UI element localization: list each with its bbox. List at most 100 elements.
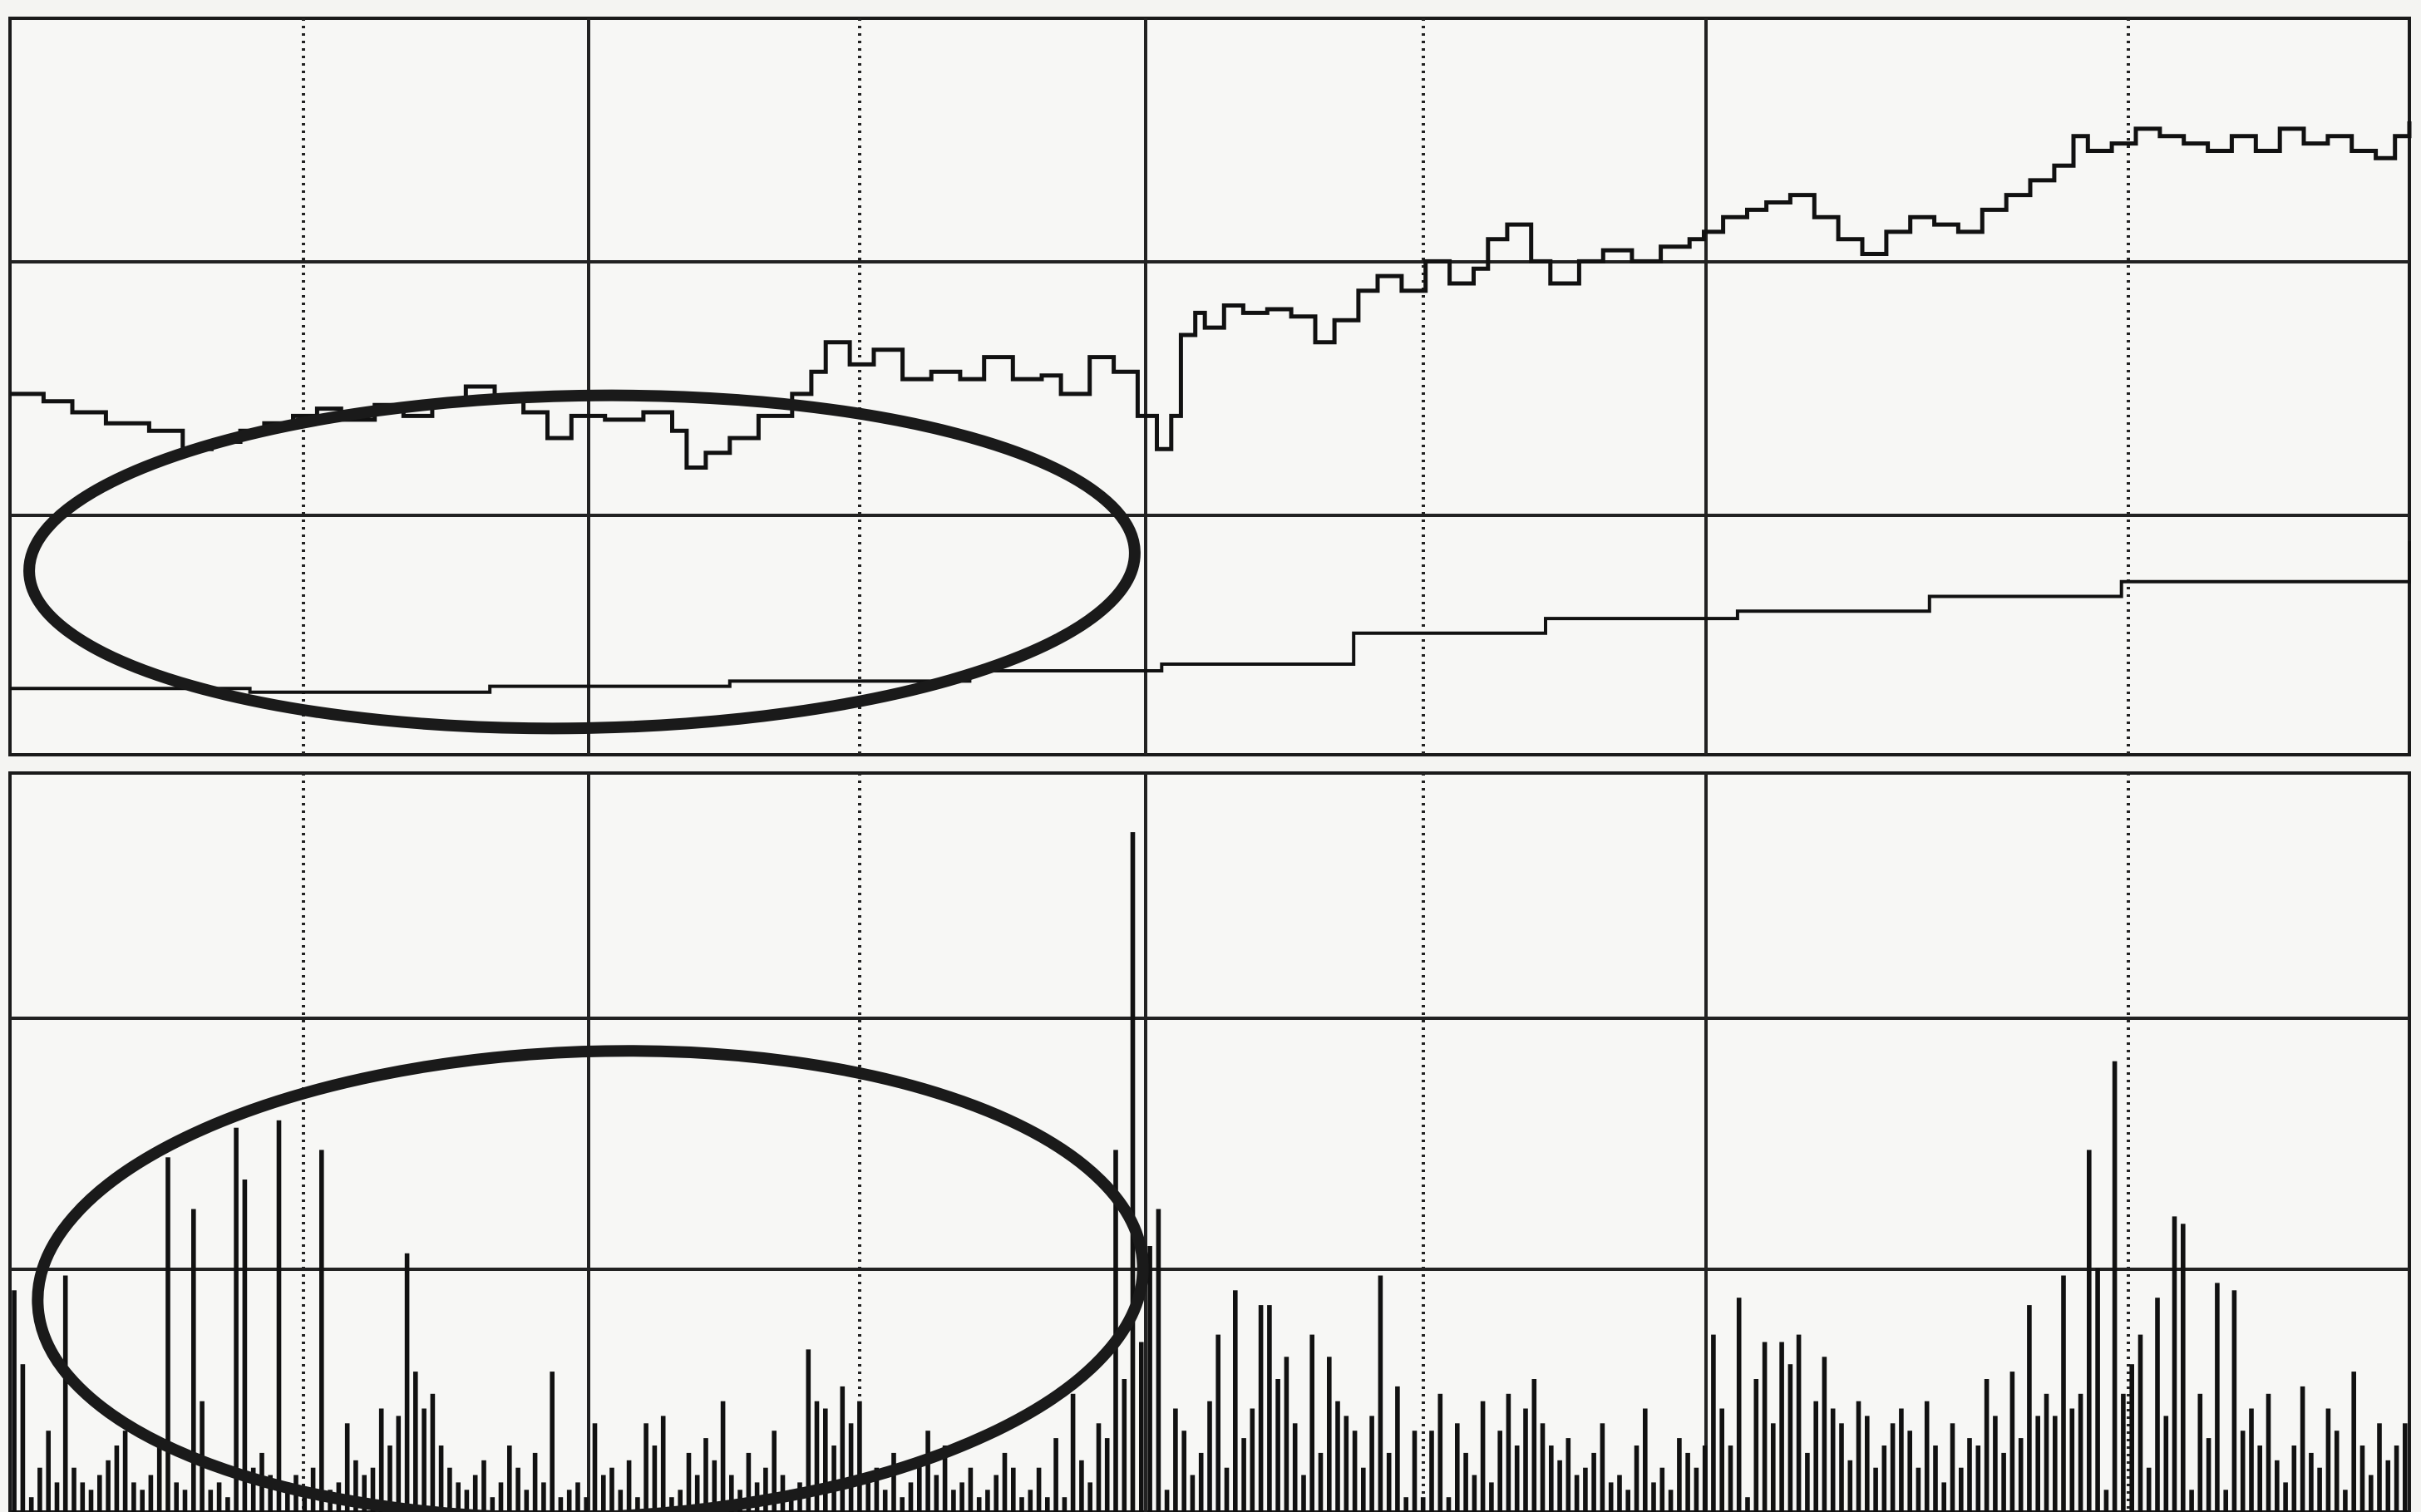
- volume-bar: [2257, 1446, 2262, 1512]
- volume-bar: [2377, 1423, 2382, 1512]
- volume-bar: [182, 1490, 188, 1512]
- volume-bar: [447, 1467, 452, 1512]
- volume-bar: [900, 1497, 905, 1512]
- volume-bar: [165, 1157, 170, 1512]
- volume-bar: [2163, 1416, 2169, 1512]
- volume-bar: [1574, 1475, 1580, 1512]
- volume-bar: [1711, 1334, 1716, 1512]
- volume-bar: [2129, 1364, 2134, 1512]
- volume-bar: [2275, 1460, 2280, 1512]
- volume-bar: [191, 1209, 196, 1512]
- volume-bar: [592, 1423, 598, 1512]
- volume-bar: [652, 1446, 658, 1512]
- volume-bar: [12, 1290, 17, 1512]
- volume-bar: [2325, 1408, 2331, 1512]
- volume-bar: [2189, 1490, 2194, 1512]
- volume-bar: [1566, 1438, 1571, 1512]
- volume-bar: [1651, 1482, 1656, 1512]
- volume-bar: [62, 1275, 68, 1512]
- volume-bar: [1190, 1475, 1196, 1512]
- volume-bar: [1779, 1342, 1784, 1512]
- volume-bar: [1634, 1446, 1639, 1512]
- volume-bar: [2309, 1452, 2314, 1512]
- volume-bar: [1395, 1386, 1400, 1512]
- volume-bar: [1309, 1334, 1314, 1512]
- volume-bar: [46, 1431, 51, 1512]
- volume-bar: [456, 1482, 461, 1512]
- volume-bar: [1233, 1290, 1238, 1512]
- volume-bar: [1993, 1416, 1998, 1512]
- volume-bar: [2181, 1224, 2186, 1512]
- volume-bar: [1087, 1482, 1092, 1512]
- volume-bar: [2283, 1482, 2288, 1512]
- volume-bar: [2018, 1438, 2024, 1512]
- volume-bar: [1130, 832, 1136, 1512]
- volume-bar: [97, 1475, 102, 1512]
- volume-bar: [1659, 1467, 1665, 1512]
- volume-bar: [344, 1423, 350, 1512]
- volume-bar: [148, 1475, 154, 1512]
- volume-bar: [1796, 1334, 1802, 1512]
- volume-bar: [1677, 1438, 1682, 1512]
- volume-bar: [464, 1490, 470, 1512]
- volume-bar: [2351, 1372, 2356, 1512]
- volume-bar: [1608, 1482, 1614, 1512]
- volume-bar: [550, 1372, 555, 1512]
- volume-bar: [1771, 1423, 1776, 1512]
- volume-bar: [208, 1490, 214, 1512]
- volume-bar: [1173, 1408, 1178, 1512]
- volume-bar: [2155, 1298, 2160, 1512]
- moving-average-line: [10, 541, 2411, 694]
- volume-bar: [2035, 1416, 2040, 1512]
- volume-bar: [917, 1460, 922, 1512]
- volume-bar: [1728, 1446, 1733, 1512]
- volume-panel: [8, 771, 2411, 1512]
- volume-bar: [1258, 1305, 1264, 1512]
- volume-bar: [1045, 1497, 1050, 1512]
- volume-bar: [1899, 1408, 1904, 1512]
- volume-bar: [660, 1416, 666, 1512]
- volume-bar: [387, 1446, 392, 1512]
- volume-bar: [1514, 1446, 1520, 1512]
- volume-highlight-ellipse: [32, 1045, 1149, 1512]
- volume-bar: [106, 1460, 111, 1512]
- volume-bar: [234, 1127, 239, 1512]
- volume-bar: [362, 1475, 367, 1512]
- volume-bar: [1147, 1246, 1152, 1512]
- volume-bar: [2146, 1467, 2152, 1512]
- volume-bar: [1002, 1452, 1008, 1512]
- volume-bar: [2385, 1460, 2391, 1512]
- volume-bar: [1617, 1475, 1622, 1512]
- volume-bar: [1890, 1423, 1896, 1512]
- volume-bar: [2001, 1452, 2006, 1512]
- volume-bar: [1181, 1431, 1186, 1512]
- volume-bar: [242, 1180, 248, 1512]
- volume-bar: [1361, 1467, 1366, 1512]
- volume-bar: [1472, 1475, 1477, 1512]
- volume-bar: [1352, 1431, 1358, 1512]
- volume-bar: [1062, 1497, 1068, 1512]
- volume-bar: [1694, 1467, 1699, 1512]
- price-highlight-ellipse: [23, 389, 1141, 735]
- volume-bar: [1549, 1446, 1554, 1512]
- volume-bar: [1446, 1497, 1452, 1512]
- volume-bar: [1079, 1460, 1084, 1512]
- volume-bar: [472, 1475, 478, 1512]
- volume-bar: [1028, 1490, 1033, 1512]
- volume-bar: [814, 1401, 820, 1512]
- volume-bar: [2223, 1490, 2228, 1512]
- volume-bar: [976, 1497, 982, 1512]
- volume-bar: [2231, 1290, 2237, 1512]
- volume-bar: [268, 1475, 273, 1512]
- volume-bar: [1805, 1452, 1810, 1512]
- volume-bar: [2172, 1216, 2177, 1512]
- volume-bar: [1847, 1460, 1853, 1512]
- volume-bar: [772, 1431, 777, 1512]
- volume-bar: [2087, 1150, 2092, 1512]
- volume-bar: [1941, 1482, 1946, 1512]
- volume-bar: [1668, 1490, 1674, 1512]
- volume-bar: [1070, 1393, 1076, 1512]
- volume-bar: [1753, 1379, 1759, 1512]
- volume-bar: [28, 1497, 34, 1512]
